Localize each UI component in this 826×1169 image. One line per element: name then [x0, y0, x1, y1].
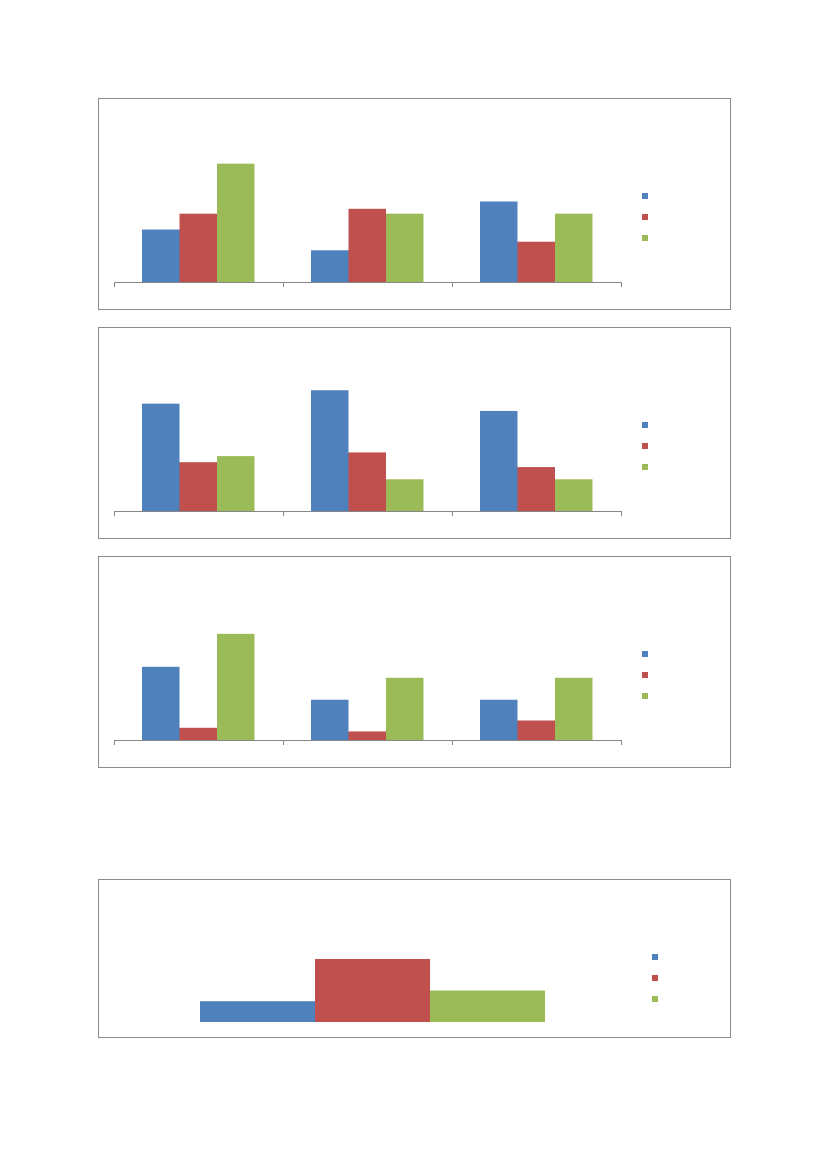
legend-marker	[652, 996, 658, 1002]
bar	[142, 666, 180, 740]
bar	[480, 201, 518, 282]
bar	[200, 1001, 315, 1022]
bar	[430, 990, 545, 1022]
bar	[348, 208, 386, 282]
bar	[142, 403, 180, 511]
bar	[348, 452, 386, 511]
legend-marker	[642, 693, 648, 699]
bar	[179, 727, 217, 740]
bar	[217, 633, 255, 740]
bar	[311, 390, 349, 511]
legend-marker	[642, 464, 648, 470]
legend-marker	[642, 651, 648, 657]
bar	[517, 467, 555, 511]
bar	[142, 229, 180, 282]
legend-marker	[642, 214, 648, 220]
bar	[517, 720, 555, 740]
legend-marker	[642, 422, 648, 428]
bar	[386, 213, 424, 282]
legend-marker	[652, 954, 658, 960]
chart-2-plot	[114, 390, 648, 516]
bar	[311, 250, 349, 282]
bar	[480, 410, 518, 511]
bar	[348, 731, 386, 740]
legend-marker	[642, 672, 648, 678]
chart-1-plot	[114, 163, 648, 287]
chart-4-plot	[200, 954, 658, 1022]
bar-chart-1	[98, 98, 731, 310]
legend-marker	[642, 235, 648, 241]
bar	[311, 699, 349, 740]
bar	[179, 213, 217, 282]
bar-chart-2	[98, 327, 731, 539]
bar	[555, 479, 593, 511]
bar	[217, 456, 255, 511]
bar	[555, 677, 593, 740]
bar	[480, 699, 518, 740]
bar	[386, 677, 424, 740]
bar	[517, 241, 555, 282]
bar	[315, 959, 430, 1022]
bar	[217, 163, 255, 282]
bar	[386, 479, 424, 511]
legend-marker	[642, 193, 648, 199]
bar	[179, 462, 217, 511]
legend-marker	[642, 443, 648, 449]
legend-marker	[652, 975, 658, 981]
bar	[555, 213, 593, 282]
bar-chart-3	[98, 556, 731, 768]
chart-3-plot	[114, 633, 648, 745]
bar-chart-4	[98, 879, 731, 1038]
